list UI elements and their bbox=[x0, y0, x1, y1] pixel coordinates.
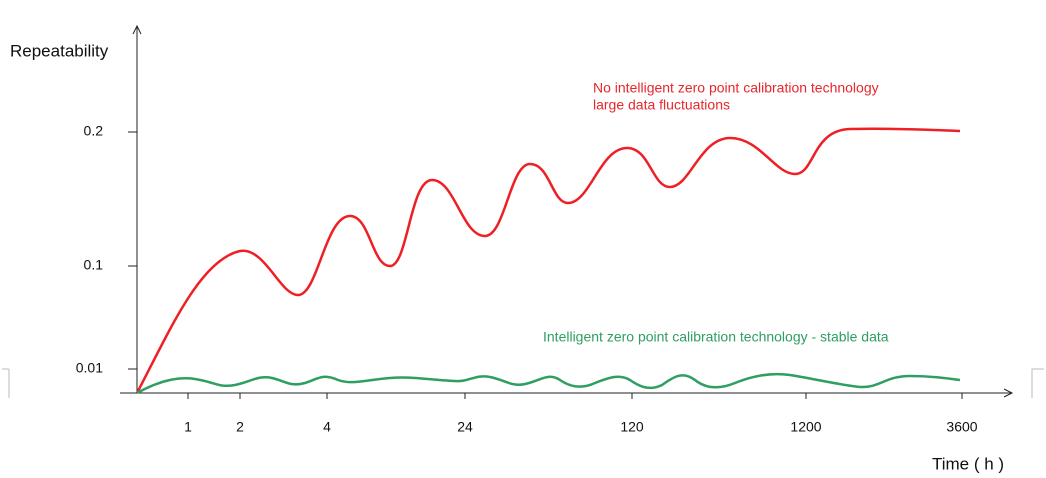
edge-bracket bbox=[2, 368, 10, 398]
edge-bracket bbox=[1031, 368, 1044, 398]
y-tick-label: 0.1 bbox=[84, 257, 104, 273]
y-axis-label: Repeatability bbox=[10, 41, 109, 60]
x-tick-label: 24 bbox=[457, 419, 473, 435]
stable-curve bbox=[136, 372, 961, 395]
x-tick-label: 1200 bbox=[790, 419, 821, 435]
x-tick-label: 3600 bbox=[946, 419, 977, 435]
unstable-curve bbox=[135, 127, 961, 394]
y-axis-arrow bbox=[132, 24, 142, 35]
annotation: large data fluctuations bbox=[593, 97, 730, 113]
y-tick-label: 0.2 bbox=[84, 123, 104, 139]
x-tick-label: 2 bbox=[236, 419, 244, 435]
x-tick-label: 4 bbox=[323, 419, 331, 435]
x-tick-label: 1 bbox=[184, 419, 192, 435]
y-tick-label: 0.01 bbox=[76, 360, 103, 376]
annotation: Intelligent zero point calibration techn… bbox=[543, 329, 889, 345]
annotation: No intelligent zero point calibration te… bbox=[593, 80, 879, 96]
x-axis-arrow bbox=[1003, 388, 1014, 398]
x-axis-label: Time ( h ) bbox=[932, 454, 1004, 473]
x-tick-label: 120 bbox=[620, 419, 644, 435]
